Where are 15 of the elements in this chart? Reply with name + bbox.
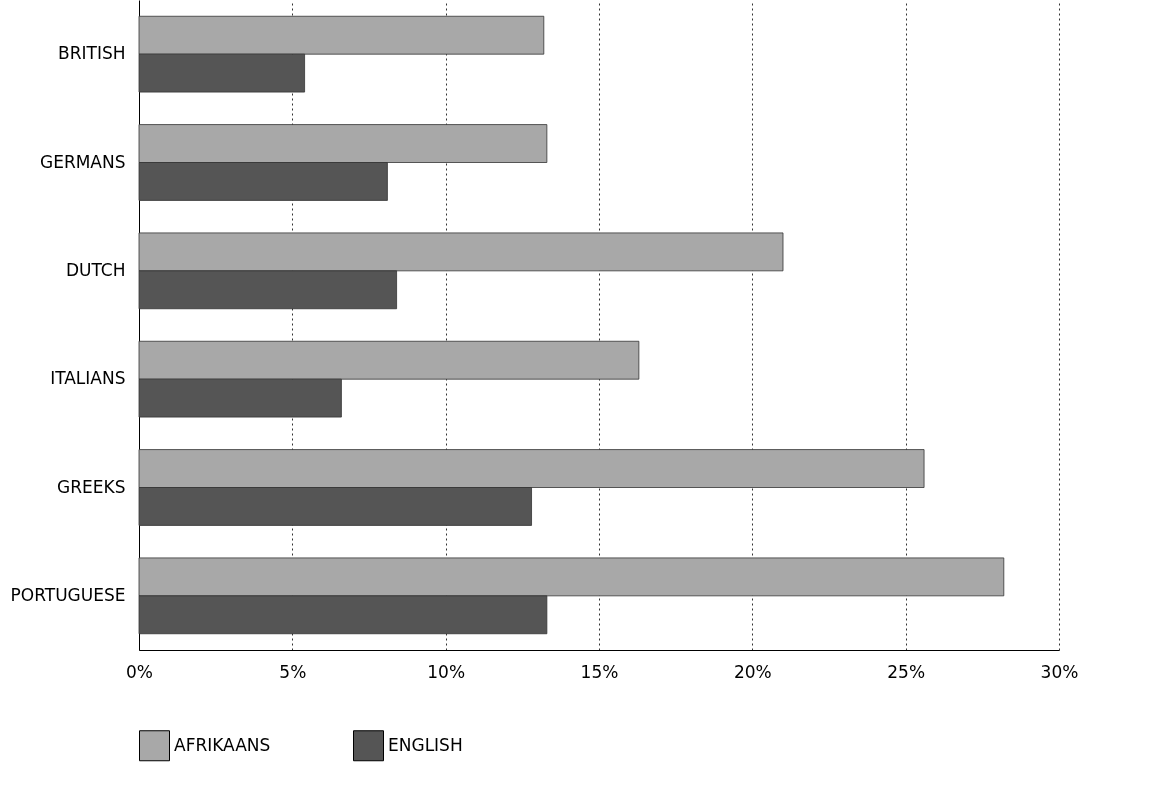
x-tick-label: 30%	[1040, 661, 1079, 682]
x-tick-label: 5%	[279, 661, 307, 682]
legend-label: ENGLISH	[388, 734, 463, 755]
x-tick-label: 15%	[580, 661, 619, 682]
y-tick-label: PORTUGUESE	[10, 584, 126, 605]
x-tick-label: 25%	[887, 661, 926, 682]
y-tick-label: ITALIANS	[50, 368, 126, 389]
y-tick-label: DUTCH	[65, 259, 126, 280]
y-tick-label: BRITISH	[58, 43, 126, 64]
x-tick-label: 20%	[733, 661, 772, 682]
y-tick-label: GREEKS	[57, 476, 126, 497]
x-tick-label: 0%	[126, 661, 153, 682]
x-tick-label: 10%	[427, 661, 466, 682]
y-tick-label: GERMANS	[39, 151, 126, 172]
legend-label: AFRIKAANS	[174, 734, 271, 755]
